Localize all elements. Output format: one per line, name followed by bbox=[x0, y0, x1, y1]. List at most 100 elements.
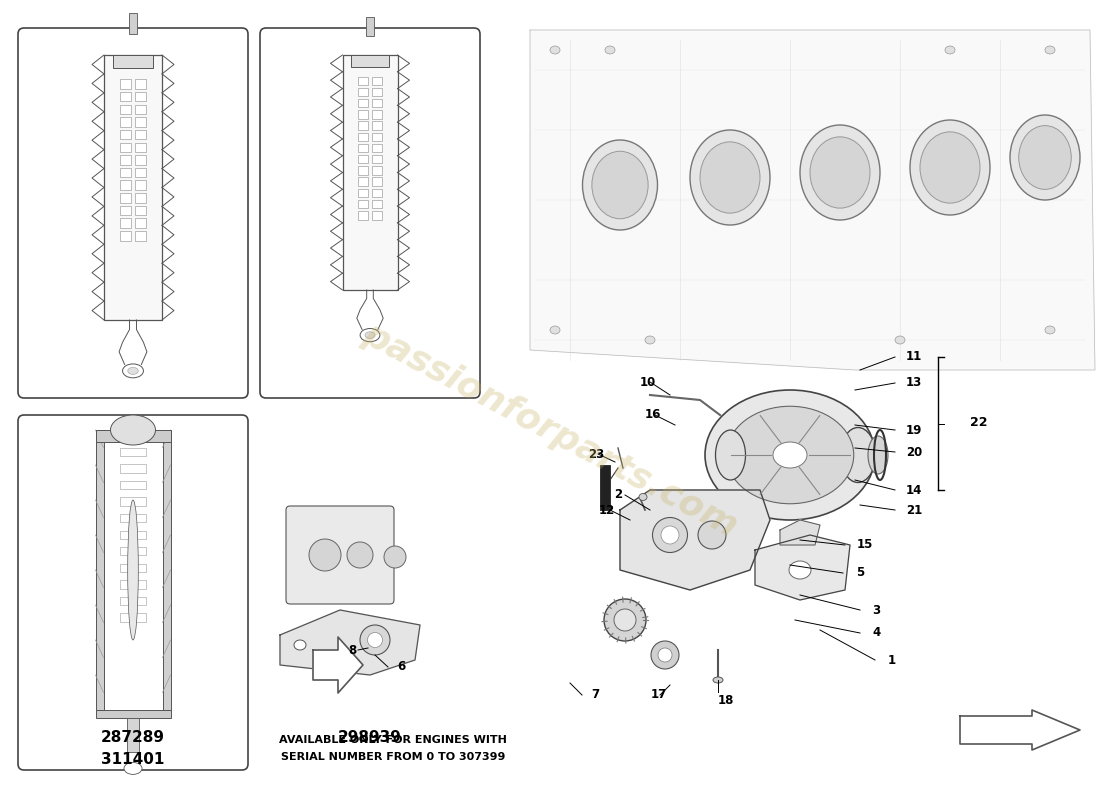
Ellipse shape bbox=[789, 561, 811, 579]
Polygon shape bbox=[314, 637, 363, 693]
Text: passionforparts.com: passionforparts.com bbox=[356, 317, 744, 543]
Bar bbox=[372, 144, 382, 152]
Bar bbox=[135, 92, 146, 102]
Bar bbox=[372, 88, 382, 96]
Text: 17: 17 bbox=[651, 689, 668, 702]
Ellipse shape bbox=[800, 125, 880, 220]
Ellipse shape bbox=[639, 494, 647, 501]
Text: 14: 14 bbox=[906, 483, 923, 497]
Text: 19: 19 bbox=[906, 423, 923, 437]
Bar bbox=[372, 110, 382, 118]
Ellipse shape bbox=[920, 132, 980, 203]
Ellipse shape bbox=[592, 151, 648, 218]
Ellipse shape bbox=[726, 406, 854, 504]
Ellipse shape bbox=[1045, 326, 1055, 334]
Bar bbox=[163, 430, 170, 710]
Ellipse shape bbox=[360, 329, 379, 342]
Ellipse shape bbox=[652, 518, 688, 553]
Ellipse shape bbox=[698, 521, 726, 549]
Bar bbox=[120, 481, 146, 490]
Bar bbox=[120, 181, 131, 190]
Bar bbox=[120, 597, 146, 605]
Text: 21: 21 bbox=[906, 503, 922, 517]
Polygon shape bbox=[530, 30, 1094, 370]
Bar bbox=[372, 178, 382, 186]
Bar bbox=[135, 181, 146, 190]
Bar bbox=[120, 155, 131, 165]
Text: 2: 2 bbox=[614, 489, 623, 502]
Ellipse shape bbox=[840, 427, 876, 482]
Ellipse shape bbox=[128, 367, 139, 374]
FancyBboxPatch shape bbox=[286, 506, 394, 604]
Bar bbox=[135, 118, 146, 126]
Bar bbox=[135, 142, 146, 152]
Text: 16: 16 bbox=[645, 409, 661, 422]
Bar bbox=[120, 130, 131, 139]
FancyBboxPatch shape bbox=[18, 415, 248, 770]
Ellipse shape bbox=[661, 526, 679, 544]
Bar bbox=[358, 189, 367, 197]
Bar bbox=[358, 200, 367, 208]
Bar bbox=[120, 118, 131, 126]
Ellipse shape bbox=[605, 46, 615, 54]
Text: 13: 13 bbox=[906, 377, 922, 390]
Bar bbox=[372, 166, 382, 174]
Text: 5: 5 bbox=[856, 566, 865, 579]
Text: AVAILABLE ONLY FOR ENGINES WITH: AVAILABLE ONLY FOR ENGINES WITH bbox=[279, 735, 507, 745]
Ellipse shape bbox=[910, 120, 990, 215]
Ellipse shape bbox=[124, 762, 142, 774]
Polygon shape bbox=[755, 535, 850, 600]
FancyBboxPatch shape bbox=[260, 28, 480, 398]
Bar bbox=[600, 465, 610, 510]
Bar bbox=[135, 206, 146, 215]
Bar bbox=[126, 718, 139, 752]
Bar bbox=[358, 88, 367, 96]
Ellipse shape bbox=[700, 142, 760, 213]
Text: 20: 20 bbox=[906, 446, 922, 458]
Bar bbox=[372, 99, 382, 107]
Bar bbox=[135, 218, 146, 228]
Ellipse shape bbox=[713, 677, 723, 683]
Text: 287289: 287289 bbox=[101, 730, 165, 745]
Bar bbox=[120, 193, 131, 202]
Ellipse shape bbox=[583, 140, 658, 230]
Text: 8: 8 bbox=[348, 643, 356, 657]
Text: 11: 11 bbox=[906, 350, 922, 363]
Bar bbox=[96, 430, 170, 442]
Text: 22: 22 bbox=[970, 415, 988, 429]
Bar bbox=[358, 211, 367, 219]
Bar bbox=[120, 614, 146, 622]
Ellipse shape bbox=[384, 546, 406, 568]
Polygon shape bbox=[780, 520, 820, 545]
Bar bbox=[135, 79, 146, 89]
Bar bbox=[372, 211, 382, 219]
Bar bbox=[135, 168, 146, 178]
Bar bbox=[372, 133, 382, 141]
Ellipse shape bbox=[945, 46, 955, 54]
Ellipse shape bbox=[360, 625, 390, 655]
Text: 311401: 311401 bbox=[101, 753, 165, 767]
Bar bbox=[135, 231, 146, 241]
Ellipse shape bbox=[604, 599, 646, 641]
Bar bbox=[120, 142, 131, 152]
Bar bbox=[372, 189, 382, 197]
Ellipse shape bbox=[810, 137, 870, 208]
Text: 1: 1 bbox=[888, 654, 896, 666]
Bar bbox=[96, 430, 103, 710]
Bar bbox=[358, 166, 367, 174]
Ellipse shape bbox=[550, 326, 560, 334]
Ellipse shape bbox=[550, 46, 560, 54]
Bar bbox=[120, 231, 131, 241]
Bar bbox=[358, 99, 367, 107]
Text: 12: 12 bbox=[600, 503, 615, 517]
Bar bbox=[120, 92, 131, 102]
Bar bbox=[104, 55, 162, 320]
Text: 3: 3 bbox=[872, 603, 880, 617]
Ellipse shape bbox=[365, 332, 375, 338]
Bar bbox=[372, 77, 382, 85]
Bar bbox=[358, 110, 367, 118]
Bar bbox=[351, 55, 389, 66]
Ellipse shape bbox=[294, 640, 306, 650]
Bar bbox=[120, 464, 146, 473]
Bar bbox=[135, 105, 146, 114]
